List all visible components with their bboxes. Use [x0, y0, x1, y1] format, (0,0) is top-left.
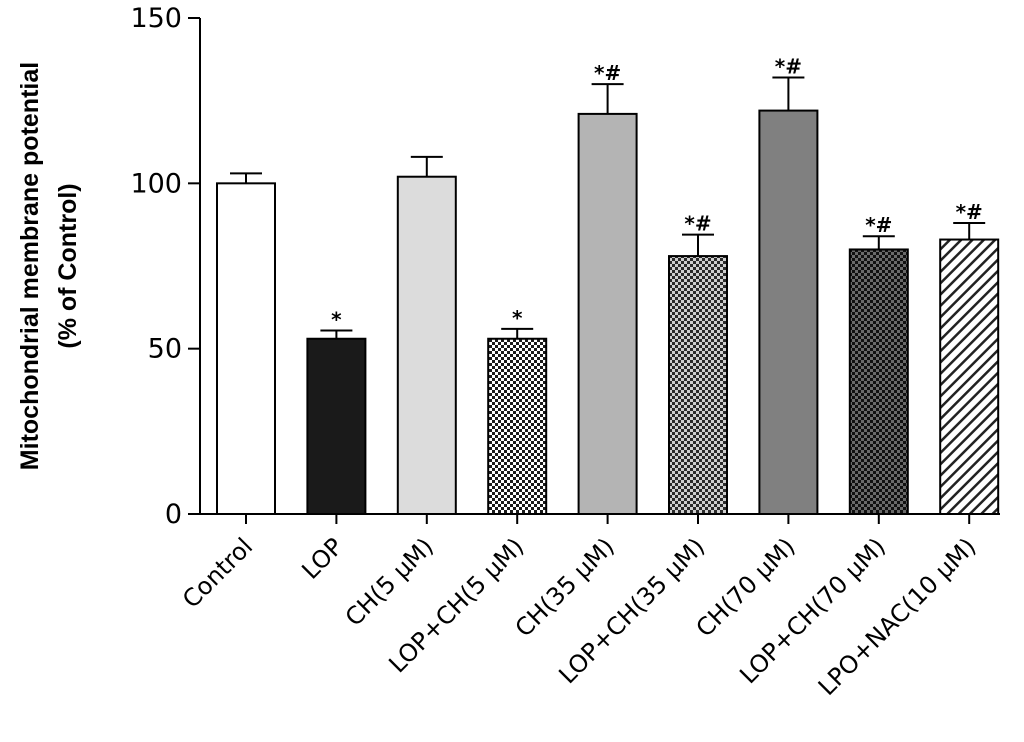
bar: [848, 248, 909, 515]
significance-marker: *#: [775, 55, 802, 79]
bar: [577, 112, 638, 515]
significance-marker: *#: [594, 61, 621, 85]
significance-marker: *#: [865, 213, 892, 237]
y-tick-label: 150: [130, 3, 182, 34]
bar: [216, 182, 276, 515]
bar: [939, 238, 1000, 515]
significance-marker: *#: [956, 200, 983, 224]
bars: * * *# *# *# *# *#: [216, 55, 1000, 515]
significance-marker: *#: [684, 212, 711, 236]
bar: [668, 255, 728, 515]
significance-marker: *: [331, 307, 342, 331]
y-tick-label: 50: [148, 334, 182, 365]
category-label: Control: [177, 532, 258, 613]
significance-marker: *: [512, 306, 523, 330]
y-axis-title: Mitochondrial membrane potential (% of C…: [16, 62, 82, 470]
bar: [306, 337, 367, 515]
category-label: LOP: [296, 532, 348, 584]
category-label: LPO+NAC(10 μM): [813, 532, 982, 701]
y-axis-title-line1: Mitochondrial membrane potential: [16, 62, 44, 470]
bar: [758, 109, 819, 515]
bar: [487, 337, 548, 515]
bar: [396, 175, 457, 515]
y-axis-title-line2: (% of Control): [54, 183, 82, 348]
y-tick-label: 100: [130, 168, 182, 199]
y-tick-label: 0: [165, 499, 182, 530]
